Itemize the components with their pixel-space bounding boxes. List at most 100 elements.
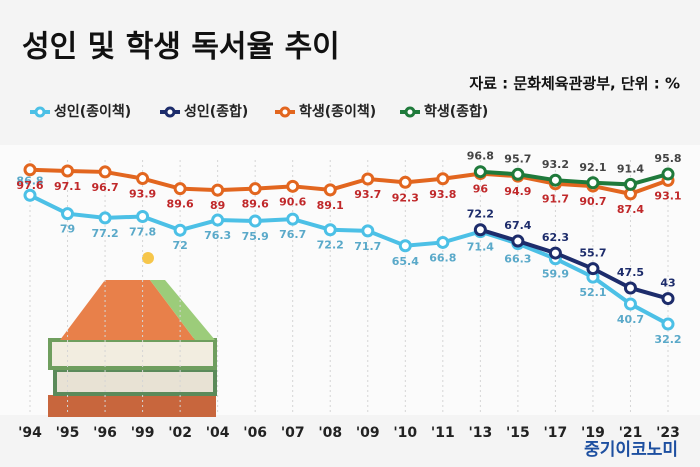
data-point <box>98 211 112 225</box>
data-label: 77.8 <box>129 226 156 239</box>
legend-label: 학생(종이책) <box>299 103 376 120</box>
data-label: 95.7 <box>504 152 531 165</box>
x-tick-label: '07 <box>281 425 305 441</box>
data-label: 32.2 <box>654 333 681 346</box>
data-label: 75.9 <box>242 230 269 243</box>
data-label: 89.6 <box>242 198 269 211</box>
x-tick-label: '95 <box>56 425 80 441</box>
data-point <box>548 246 562 260</box>
x-tick-label: '10 <box>393 425 417 441</box>
legend-label: 학생(종합) <box>424 103 488 120</box>
data-label: 87.4 <box>617 203 644 216</box>
data-label: 43 <box>660 277 675 290</box>
data-label: 52.1 <box>579 286 606 299</box>
data-label: 72.2 <box>317 239 344 252</box>
data-label: 91.7 <box>542 193 569 206</box>
data-point <box>398 175 412 189</box>
x-tick-label: '21 <box>619 425 643 441</box>
data-label: 92.1 <box>579 161 606 174</box>
data-label: 95.8 <box>654 152 681 165</box>
data-point <box>661 292 675 306</box>
data-label: 96.8 <box>467 150 494 163</box>
data-label: 94.9 <box>504 185 531 198</box>
x-tick-label: '96 <box>93 425 117 441</box>
data-point <box>211 213 225 227</box>
data-label: 71.4 <box>467 241 494 254</box>
data-point <box>286 179 300 193</box>
data-label: 93.2 <box>542 158 569 171</box>
illustration <box>48 252 217 417</box>
x-tick-label: '13 <box>468 425 492 441</box>
book <box>48 395 216 417</box>
x-tick-label: '17 <box>544 425 568 441</box>
data-label: 93.9 <box>129 188 156 201</box>
data-point <box>136 172 150 186</box>
data-label: 66.3 <box>504 253 531 266</box>
data-point <box>323 183 337 197</box>
x-tick-label: '04 <box>206 425 230 441</box>
data-point <box>511 167 525 181</box>
data-point <box>436 235 450 249</box>
x-tick-label: '02 <box>168 425 192 441</box>
data-point <box>248 182 262 196</box>
data-point <box>23 163 37 177</box>
data-label: 97.1 <box>54 180 81 193</box>
data-point <box>661 167 675 181</box>
data-point <box>136 210 150 224</box>
data-label: 89.1 <box>317 199 344 212</box>
data-label: 89 <box>210 199 225 212</box>
data-point <box>361 172 375 186</box>
x-tick-label: '23 <box>656 425 680 441</box>
x-tick-label: '09 <box>356 425 380 441</box>
book <box>53 368 217 396</box>
x-tick-label: '99 <box>131 425 155 441</box>
x-tick-label: '19 <box>581 425 605 441</box>
data-point <box>586 262 600 276</box>
x-tick-label: '11 <box>431 425 455 441</box>
legend-marker <box>404 106 416 118</box>
data-point <box>473 223 487 237</box>
legend-label: 성인(종합) <box>184 103 248 120</box>
data-label: 40.7 <box>617 313 644 326</box>
data-label: 66.8 <box>429 251 456 264</box>
data-label: 97.6 <box>16 179 43 192</box>
data-label: 93.7 <box>354 188 381 201</box>
data-label: 67.4 <box>504 219 531 232</box>
data-point <box>623 281 637 295</box>
data-label: 79 <box>60 223 75 236</box>
data-label: 90.7 <box>579 195 606 208</box>
data-point <box>361 224 375 238</box>
data-point <box>323 223 337 237</box>
data-label: 62.3 <box>542 231 569 244</box>
data-point <box>548 173 562 187</box>
data-point <box>211 183 225 197</box>
data-point <box>661 317 675 331</box>
data-point <box>248 214 262 228</box>
book <box>48 338 217 370</box>
data-label: 47.5 <box>617 266 644 279</box>
data-point <box>586 176 600 190</box>
legend-marker <box>34 106 46 118</box>
legend-marker <box>164 106 176 118</box>
data-point <box>436 172 450 186</box>
data-label: 96 <box>473 183 489 196</box>
data-label: 92.3 <box>392 191 419 204</box>
chart-title: 성인 및 학생 독서율 추이 <box>22 30 340 65</box>
data-label: 76.7 <box>279 228 306 241</box>
data-label: 77.2 <box>91 227 118 240</box>
data-label: 72 <box>172 239 187 252</box>
data-point <box>98 165 112 179</box>
data-point <box>398 239 412 253</box>
data-point <box>61 164 75 178</box>
data-label: 86.8 <box>16 174 43 187</box>
data-label: 72.2 <box>467 208 494 221</box>
data-point <box>286 212 300 226</box>
data-label: 55.7 <box>579 247 606 260</box>
data-point <box>173 223 187 237</box>
sun <box>142 252 154 264</box>
x-tick-label: '94 <box>18 425 42 441</box>
data-label: 96.7 <box>91 181 118 194</box>
data-label: 59.9 <box>542 268 569 281</box>
data-point <box>511 234 525 248</box>
